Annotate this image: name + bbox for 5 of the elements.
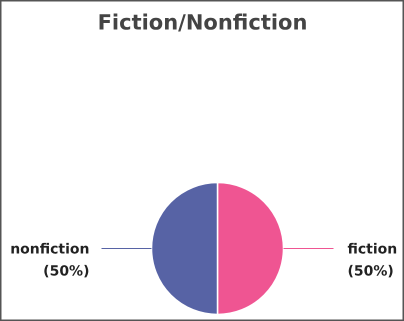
slice-label: nonfiction	[10, 242, 90, 258]
slice-label: fiction	[348, 242, 398, 258]
chart-title: Fiction/Nonfiction	[98, 10, 308, 34]
data-label: (50%)	[348, 263, 394, 280]
data-label: (50%)	[43, 263, 90, 280]
